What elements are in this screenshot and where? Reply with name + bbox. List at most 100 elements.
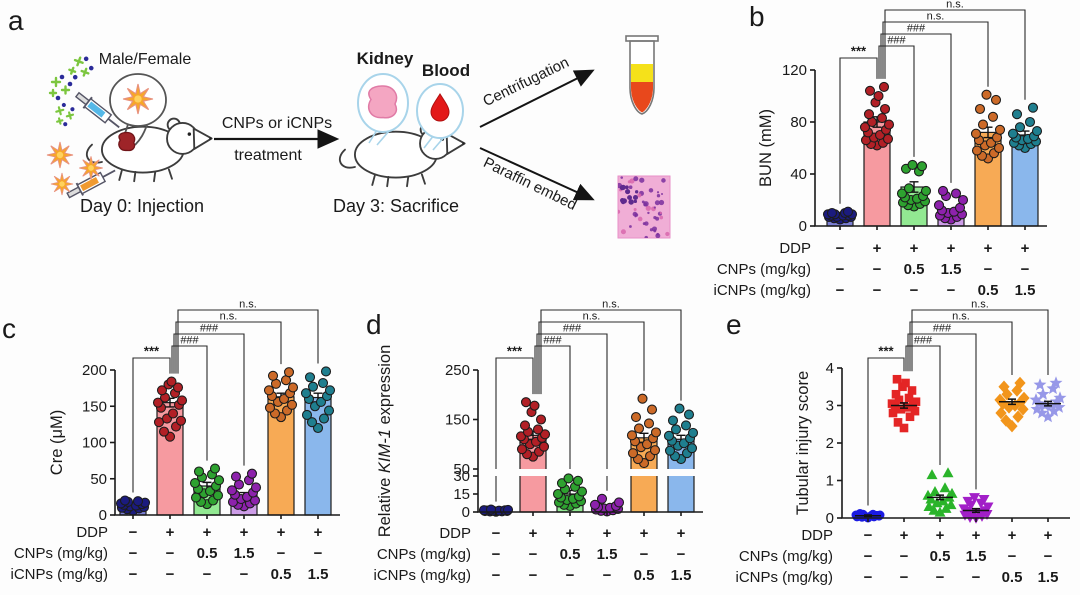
- blood-drop-icon: [430, 93, 450, 122]
- kidney-pink-icon: [367, 85, 398, 119]
- bars: [826, 121, 1039, 227]
- x-row-value: 1.5: [1038, 569, 1059, 586]
- x-row-value: −: [984, 261, 993, 278]
- data-points: [851, 374, 1067, 524]
- x-row-value: −: [492, 567, 501, 584]
- x-row-value: −: [240, 566, 249, 583]
- x-row-label: CNPs (mg/kg): [14, 545, 108, 562]
- panel-e-label: e: [726, 309, 742, 340]
- x-row-value: −: [166, 566, 175, 583]
- x-row-value: 0.5: [930, 548, 951, 565]
- svg-text:50: 50: [453, 461, 470, 478]
- treatment-arrow-bottom-label: treatment: [234, 147, 302, 164]
- x-row-value: 0.5: [271, 566, 292, 583]
- axes: [473, 369, 703, 516]
- y-axis-label: Relative KIM-1 expression: [376, 345, 394, 538]
- male-female-label: Male/Female: [99, 51, 192, 68]
- panel-d-label: d: [366, 309, 382, 340]
- x-row-label: DDP: [801, 527, 833, 544]
- data-points: [478, 393, 699, 517]
- x-row-value: −: [166, 545, 175, 562]
- blood-balloon: [416, 83, 464, 151]
- x-row-value: +: [677, 525, 686, 542]
- x-category-rows: DDP − + + + + + CNPs (mg/kg) − − 0.5 1.5 − − iCNPs (mg…: [713, 240, 1035, 299]
- thought-bubble: [109, 73, 167, 146]
- svg-text:120: 120: [782, 62, 807, 79]
- x-row-value: +: [566, 525, 575, 542]
- x-row-value: −: [640, 546, 649, 563]
- x-row-value: −: [1021, 261, 1030, 278]
- histology-image: [617, 175, 671, 239]
- x-row-value: −: [864, 527, 873, 544]
- significance-brackets: ***######n.s.n.s.: [867, 299, 1049, 506]
- x-row-value: +: [166, 524, 175, 541]
- x-row-label: DDP: [779, 240, 811, 257]
- kidney-organ-icon: [118, 131, 136, 152]
- x-row-value: 0.5: [904, 261, 925, 278]
- centrifugation-label: Centrifugation: [480, 54, 571, 110]
- x-row-value: −: [936, 569, 945, 586]
- x-row-value: −: [492, 525, 501, 542]
- significance-label: ###: [180, 335, 199, 347]
- centrifugation-arrow: [479, 69, 595, 128]
- x-row-value: +: [972, 527, 981, 544]
- x-row-value: +: [529, 525, 538, 542]
- x-row-value: 1.5: [941, 261, 962, 278]
- significance-label: n.s.: [946, 0, 964, 11]
- significance-label: ###: [914, 335, 933, 347]
- svg-text:0: 0: [826, 510, 834, 527]
- svg-text:200: 200: [82, 362, 107, 379]
- significance-label: ###: [933, 323, 952, 335]
- x-row-value: +: [640, 525, 649, 542]
- svg-text:150: 150: [82, 398, 107, 415]
- significance-label: n.s.: [220, 311, 238, 323]
- significance-label: ***: [144, 344, 160, 359]
- x-row-value: −: [277, 545, 286, 562]
- x-row-value: −: [677, 546, 686, 563]
- mouse-day0-icon: [85, 117, 213, 183]
- x-row-value: 0.5: [197, 545, 218, 562]
- svg-text:15: 15: [453, 486, 470, 503]
- x-row-label: CNPs (mg/kg): [717, 261, 811, 278]
- axes: [837, 367, 1070, 522]
- axes: [110, 369, 340, 519]
- x-row-value: +: [1044, 527, 1053, 544]
- x-row-value: −: [314, 545, 323, 562]
- day3-label: Day 3: Sacrifice: [333, 196, 459, 216]
- x-row-value: −: [529, 567, 538, 584]
- significance-label: n.s.: [583, 311, 601, 323]
- x-row-value: 1.5: [308, 566, 329, 583]
- nanoparticle-icon: [122, 83, 154, 115]
- panel-b-label: b: [749, 1, 765, 32]
- significance-label: ###: [200, 323, 219, 335]
- panel-c-chart: *** ### ### n.s. n.s. 0 50 100 150 200 Cre (μM) DDP…: [0, 299, 360, 595]
- significance-label: ###: [543, 335, 562, 347]
- x-row-value: −: [492, 546, 501, 563]
- x-row-label: DDP: [439, 525, 471, 542]
- x-row-value: 0.5: [1002, 569, 1023, 586]
- x-row-value: +: [947, 240, 956, 257]
- x-category-rows: DDP − + + + + + CNPs (mg/kg) − − 0.5 1.5 − − iCNPs (mg…: [10, 524, 328, 583]
- x-row-label: DDP: [76, 524, 108, 541]
- significance-label: ###: [907, 23, 926, 35]
- paraffin-label: Paraffin embed: [481, 154, 580, 214]
- significance-label: n.s.: [602, 299, 620, 311]
- x-row-value: +: [203, 524, 212, 541]
- x-row-value: −: [836, 240, 845, 257]
- panel-a-drawing: a Male/Female: [8, 5, 671, 239]
- x-row-label: CNPs (mg/kg): [377, 546, 471, 563]
- x-row-value: −: [900, 548, 909, 565]
- kidney-label: Kidney: [357, 49, 414, 68]
- significance-label: ###: [563, 323, 582, 335]
- x-category-rows: DDP − + + + + + CNPs (mg/kg) − − 0.5 1.5 − − iCNPs (mg…: [735, 527, 1058, 586]
- x-row-value: +: [1021, 240, 1030, 257]
- day0-label: Day 0: Injection: [80, 196, 204, 216]
- x-row-label: iCNPs (mg/kg): [373, 567, 471, 584]
- x-row-value: −: [1044, 548, 1053, 565]
- x-row-value: −: [947, 282, 956, 299]
- x-row-value: 0.5: [560, 546, 581, 563]
- x-row-label: CNPs (mg/kg): [739, 548, 833, 565]
- x-row-value: 1.5: [597, 546, 618, 563]
- panel-a: a Male/Female: [0, 0, 745, 300]
